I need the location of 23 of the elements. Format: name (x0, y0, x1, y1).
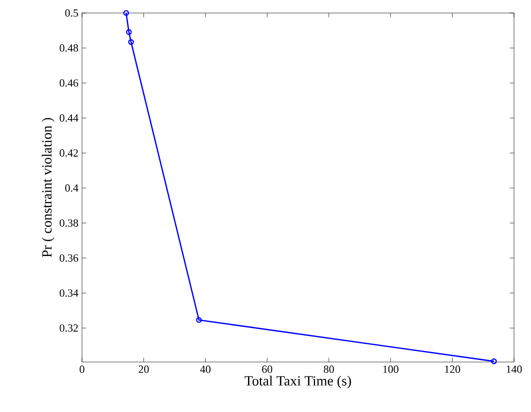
y-tick-label: 0.32 (60, 324, 78, 332)
y-tick-label: 0.5 (65, 9, 78, 17)
y-tick-label: 0.48 (60, 44, 78, 52)
y-tick-label: 0.42 (60, 149, 78, 157)
x-tick-label: 140 (506, 366, 522, 373)
x-tick-label: 20 (138, 366, 149, 373)
point (128, 39, 134, 45)
x-tick-label: 100 (383, 366, 398, 373)
x-tick-label: 40 (200, 366, 210, 373)
x-tick-label: 60 (262, 366, 272, 373)
y-axis-title: Pr ( constraint violation ) (42, 118, 54, 258)
point (126, 29, 132, 35)
y-tick-label: 0.36 (60, 254, 78, 262)
point (196, 317, 202, 323)
y-tick-label: 0.38 (60, 219, 78, 227)
y-tick-label: 0.4 (65, 184, 78, 192)
y-tick-label: 0.34 (60, 289, 78, 297)
y-tick-label: 0.44 (60, 114, 78, 122)
x-tick-label: 80 (324, 366, 334, 373)
y-tick-label: 0.46 (60, 79, 78, 87)
x-tick-label: 0 (80, 366, 84, 373)
x-tick-label: 120 (445, 366, 460, 373)
x-axis-title: Total Taxi Time (s) (244, 376, 351, 388)
